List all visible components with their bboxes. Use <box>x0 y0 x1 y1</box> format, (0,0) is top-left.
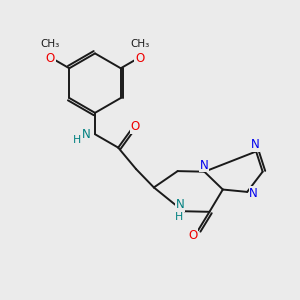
Text: O: O <box>130 120 140 133</box>
Text: N: N <box>249 187 258 200</box>
Text: O: O <box>188 229 197 242</box>
Text: O: O <box>135 52 144 65</box>
Text: H: H <box>175 212 183 222</box>
Text: N: N <box>176 198 185 211</box>
Text: N: N <box>82 128 91 141</box>
Text: O: O <box>46 52 55 65</box>
Text: H: H <box>73 135 81 145</box>
Text: CH₃: CH₃ <box>40 39 60 49</box>
Text: CH₃: CH₃ <box>130 39 149 49</box>
Text: N: N <box>200 159 209 172</box>
Text: N: N <box>250 138 259 152</box>
